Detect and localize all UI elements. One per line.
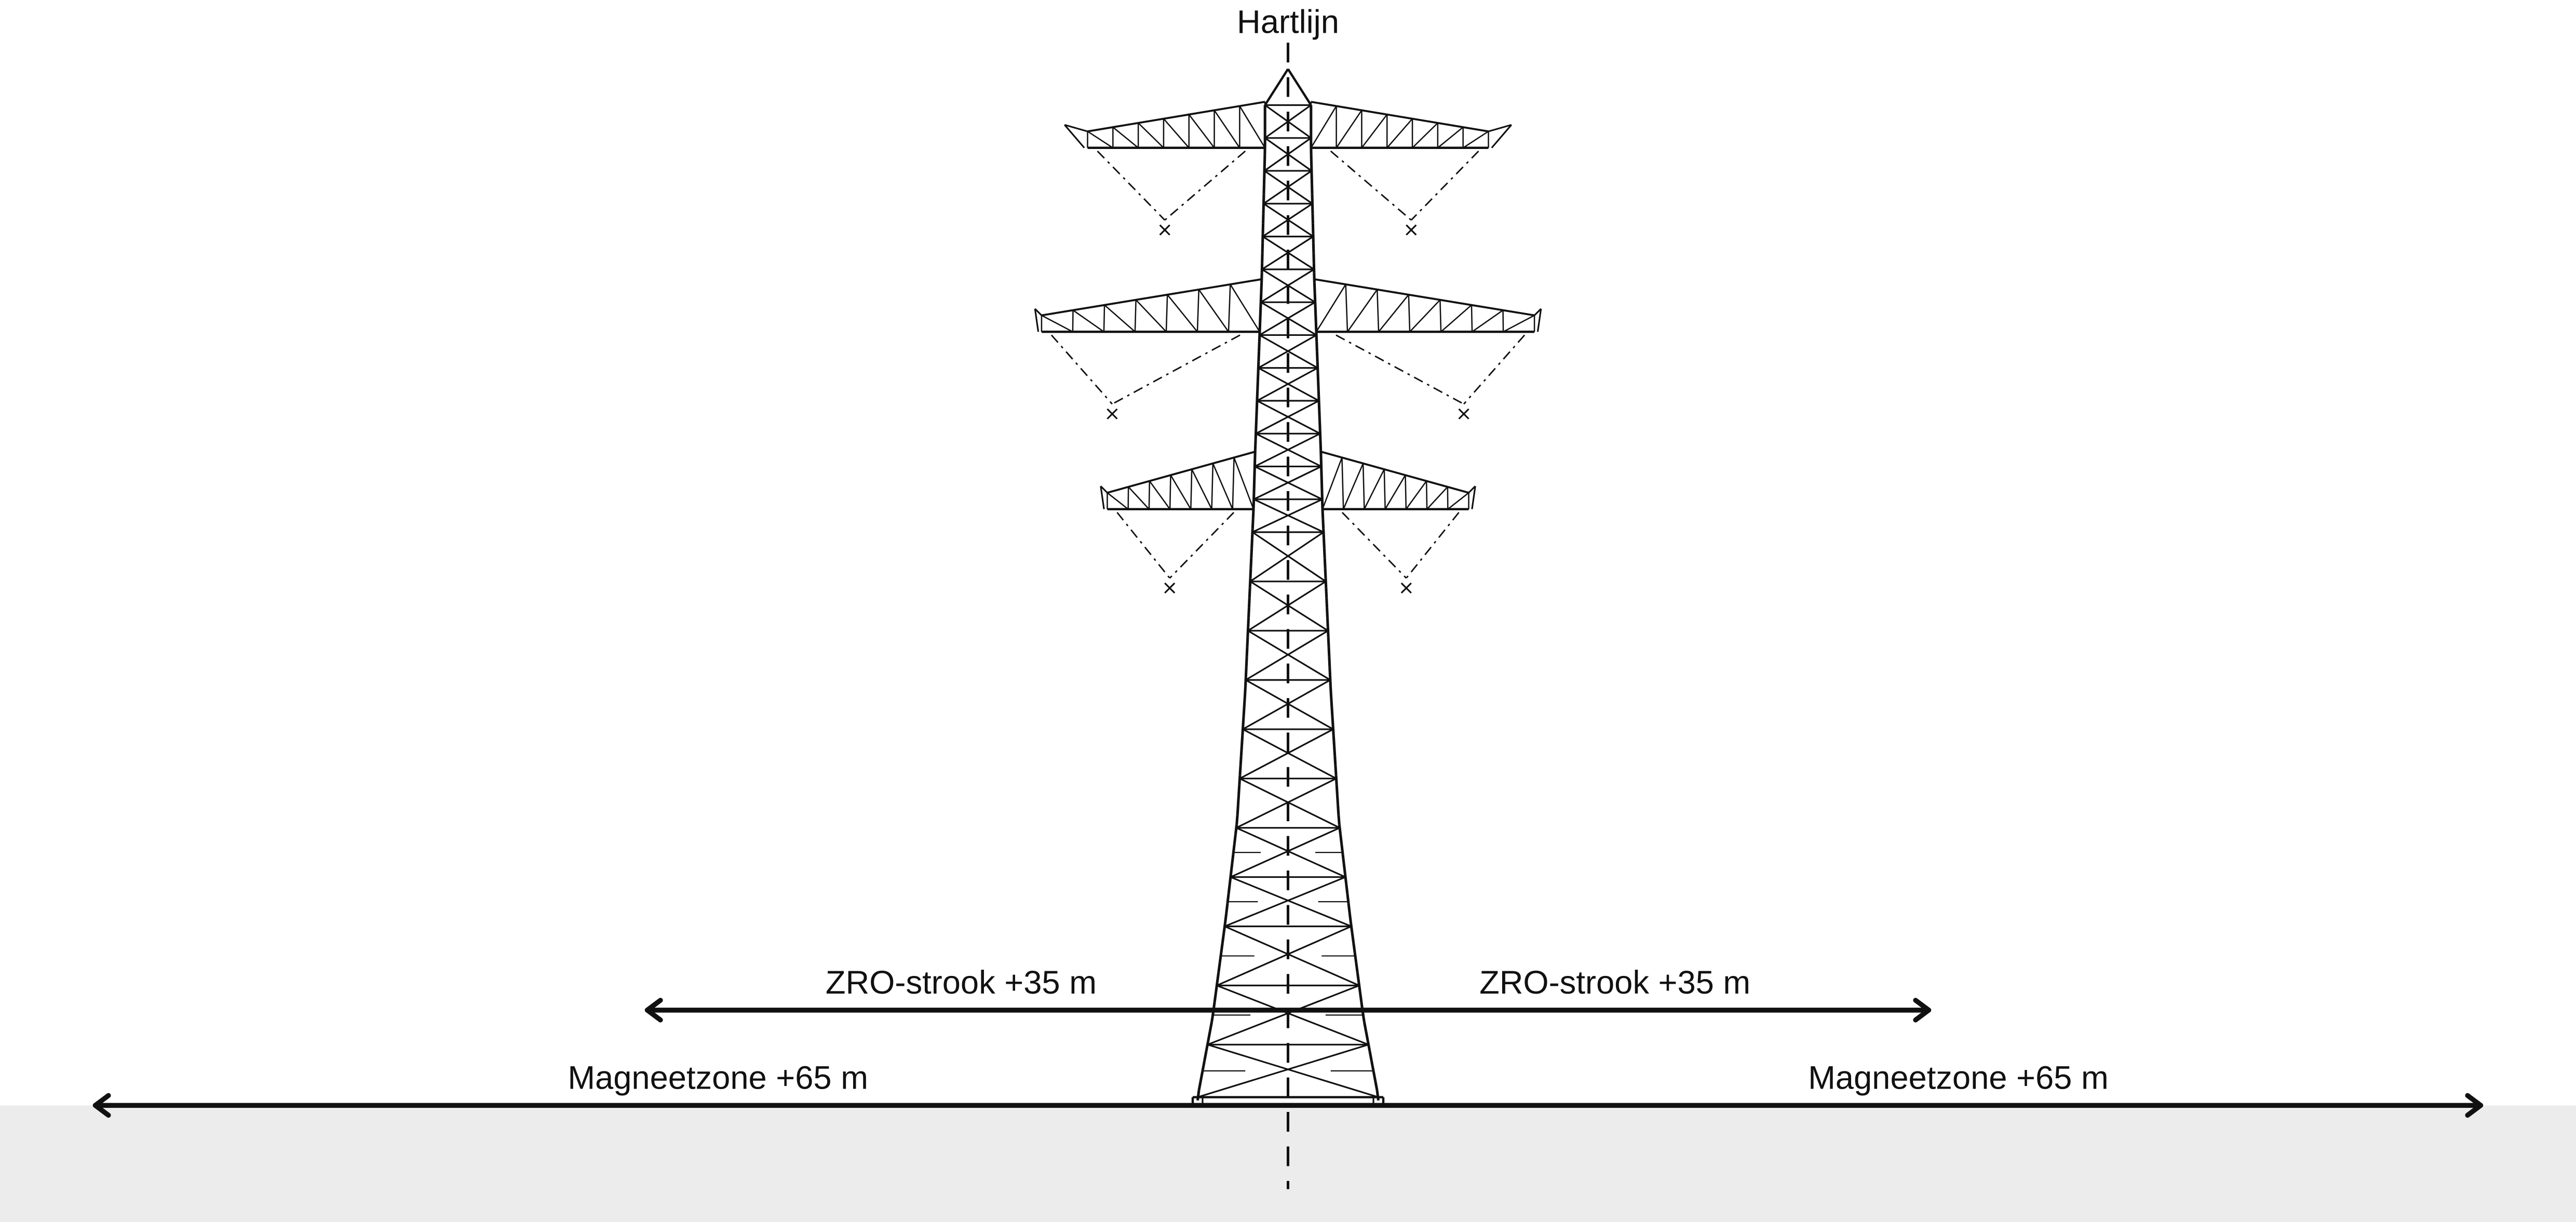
- conductor-lines: [1050, 151, 1526, 579]
- zro-strook-arrow: [644, 998, 1932, 1023]
- zro-left-label: ZRO-strook +35 m: [826, 965, 1097, 1001]
- zro-right-label: ZRO-strook +35 m: [1479, 965, 1750, 1001]
- magneetzone-left-label: Magneetzone +65 m: [568, 1060, 868, 1096]
- magneetzone-right-label: Magneetzone +65 m: [1808, 1060, 2109, 1096]
- magneetzone-arrow: [92, 1093, 2484, 1118]
- centerline-label: Hartlijn: [1237, 4, 1339, 40]
